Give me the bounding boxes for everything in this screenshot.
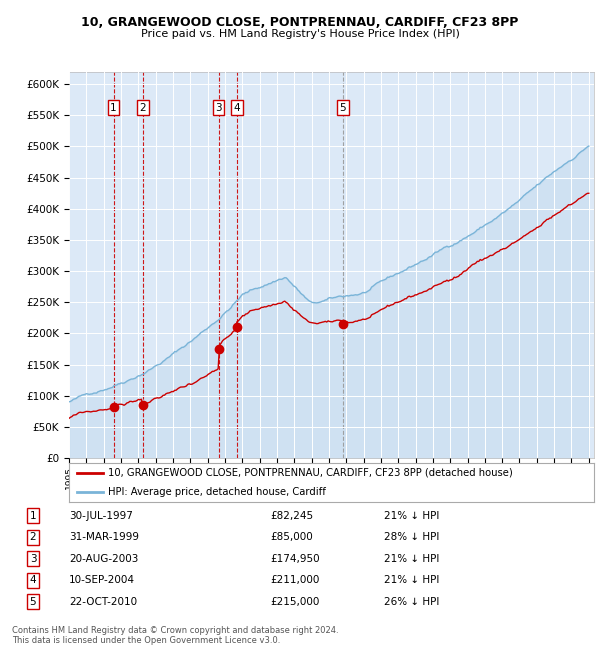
Text: 28% ↓ HPI: 28% ↓ HPI (384, 532, 439, 542)
Text: £85,000: £85,000 (270, 532, 313, 542)
Text: 21% ↓ HPI: 21% ↓ HPI (384, 554, 439, 564)
Text: £211,000: £211,000 (270, 575, 319, 585)
Text: 10-SEP-2004: 10-SEP-2004 (69, 575, 135, 585)
Text: £215,000: £215,000 (270, 597, 319, 606)
Text: 26% ↓ HPI: 26% ↓ HPI (384, 597, 439, 606)
Text: 10, GRANGEWOOD CLOSE, PONTPRENNAU, CARDIFF, CF23 8PP (detached house): 10, GRANGEWOOD CLOSE, PONTPRENNAU, CARDI… (109, 467, 513, 478)
Text: 4: 4 (233, 103, 240, 112)
Text: 1: 1 (29, 511, 37, 521)
Text: Price paid vs. HM Land Registry's House Price Index (HPI): Price paid vs. HM Land Registry's House … (140, 29, 460, 39)
Text: 20-AUG-2003: 20-AUG-2003 (69, 554, 139, 564)
Text: 3: 3 (215, 103, 222, 112)
Text: Contains HM Land Registry data © Crown copyright and database right 2024.
This d: Contains HM Land Registry data © Crown c… (12, 626, 338, 645)
Text: HPI: Average price, detached house, Cardiff: HPI: Average price, detached house, Card… (109, 487, 326, 497)
Text: 2: 2 (139, 103, 146, 112)
Text: 5: 5 (340, 103, 346, 112)
Text: 31-MAR-1999: 31-MAR-1999 (69, 532, 139, 542)
Text: 21% ↓ HPI: 21% ↓ HPI (384, 511, 439, 521)
Text: 3: 3 (29, 554, 37, 564)
Text: 10, GRANGEWOOD CLOSE, PONTPRENNAU, CARDIFF, CF23 8PP: 10, GRANGEWOOD CLOSE, PONTPRENNAU, CARDI… (82, 16, 518, 29)
Text: 1: 1 (110, 103, 117, 112)
Text: 2: 2 (29, 532, 37, 542)
Text: 22-OCT-2010: 22-OCT-2010 (69, 597, 137, 606)
Text: 4: 4 (29, 575, 37, 585)
Text: 30-JUL-1997: 30-JUL-1997 (69, 511, 133, 521)
Text: 21% ↓ HPI: 21% ↓ HPI (384, 575, 439, 585)
Text: £174,950: £174,950 (270, 554, 320, 564)
Text: £82,245: £82,245 (270, 511, 313, 521)
Text: 5: 5 (29, 597, 37, 606)
